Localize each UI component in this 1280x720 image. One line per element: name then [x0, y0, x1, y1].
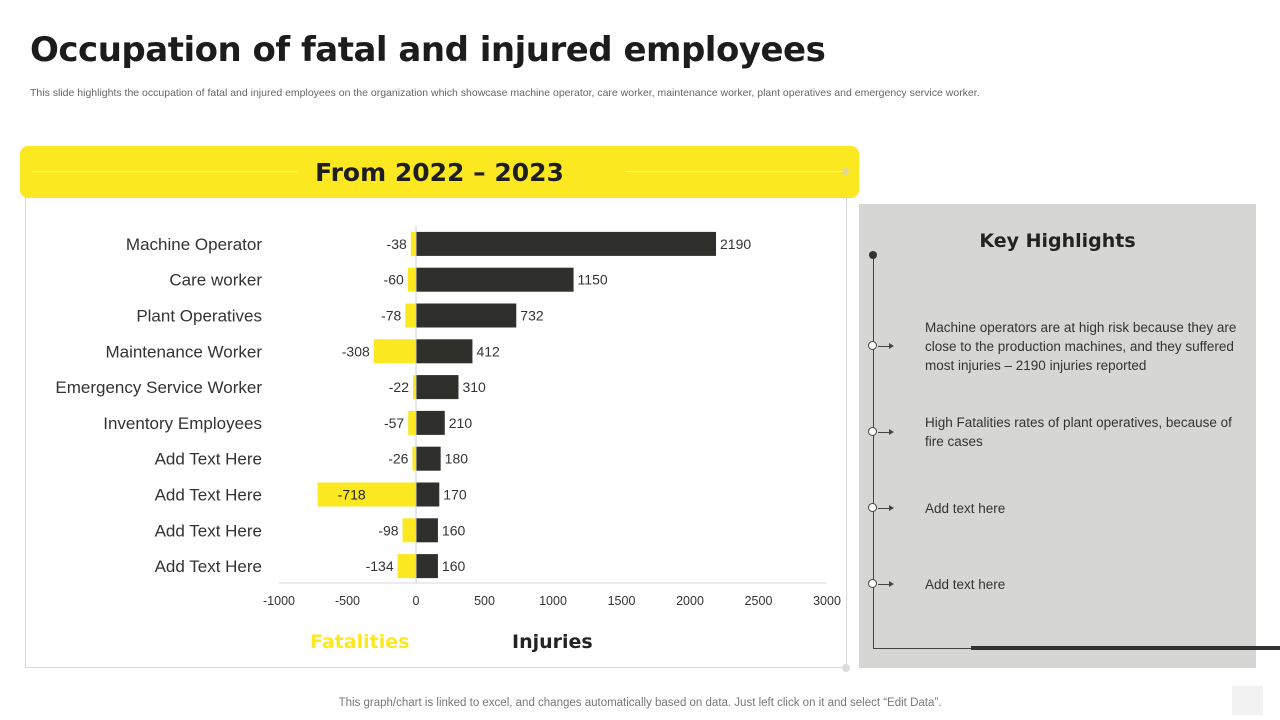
x-tick-label: 1000 — [539, 594, 567, 608]
banner-line-left — [32, 171, 297, 172]
highlight-item-2: High Fatalities rates of plant operative… — [925, 415, 1232, 449]
highlight-item-1: Machine operators are at high risk becau… — [925, 320, 1237, 373]
category-label: Inventory Employees — [103, 414, 262, 433]
injury-bar — [416, 267, 574, 292]
fatality-value-label: -22 — [389, 379, 409, 395]
injury-bar — [416, 231, 717, 256]
footer-note: This graph/chart is linked to excel, and… — [338, 697, 942, 709]
injury-value-label: 412 — [476, 343, 500, 359]
injury-value-label: 160 — [442, 558, 466, 574]
legend-injuries: Injuries — [512, 631, 593, 653]
period-banner: From 2022 – 2023 — [20, 146, 859, 198]
fatality-bar — [412, 446, 416, 471]
category-label: Add Text Here — [155, 557, 262, 576]
fatality-bar — [407, 267, 416, 292]
legend-fatalities: Fatalities — [310, 631, 410, 653]
fatality-bar — [373, 339, 416, 364]
injury-bar — [416, 303, 517, 328]
category-label: Maintenance Worker — [105, 342, 262, 361]
injury-bar — [416, 554, 438, 579]
fatality-bar — [317, 482, 416, 507]
fatality-value-label: -718 — [338, 487, 366, 503]
x-tick-label: 2500 — [745, 594, 773, 608]
fatality-bar — [410, 231, 416, 256]
frame-corner-dot — [842, 664, 850, 672]
x-tick-label: 1500 — [608, 594, 636, 608]
timeline-marker-3 — [868, 503, 877, 512]
fatality-value-label: -308 — [342, 343, 370, 359]
timeline-base — [873, 648, 971, 649]
injury-bar — [416, 518, 438, 543]
fatality-value-label: -98 — [378, 522, 398, 538]
category-label: Machine Operator — [126, 235, 262, 254]
injury-value-label: 2190 — [720, 236, 751, 252]
x-tick-label: 500 — [474, 594, 495, 608]
injury-value-label: 180 — [445, 451, 469, 467]
injury-bar — [416, 339, 473, 364]
injury-value-label: 732 — [520, 308, 544, 324]
category-label: Add Text Here — [155, 486, 262, 505]
injury-bar — [416, 482, 440, 507]
x-tick-label: -1000 — [263, 594, 295, 608]
injury-bar — [416, 410, 445, 435]
highlight-item-4: Add text here — [925, 577, 1006, 592]
timeline-marker-4 — [868, 579, 877, 588]
category-label: Emergency Service Worker — [55, 378, 262, 397]
timeline-marker-2 — [868, 427, 877, 436]
injury-value-label: 1150 — [578, 272, 608, 288]
fatality-bar — [408, 410, 416, 435]
fatality-bar — [412, 375, 416, 400]
fatality-value-label: -57 — [384, 415, 404, 431]
arrow-right-icon — [878, 429, 894, 435]
injury-bar — [416, 375, 459, 400]
category-label: Add Text Here — [155, 521, 262, 540]
injury-value-label: 210 — [449, 415, 473, 431]
bar-chart[interactable]: -1000 -500 0 500 1000 1500 2000 2500 3000 Machine… — [0, 0, 860, 620]
injury-value-label: 310 — [462, 379, 486, 395]
arrow-right-icon — [878, 343, 894, 349]
injury-bar — [416, 446, 441, 471]
x-tick-label: -500 — [335, 594, 360, 608]
timeline-marker-1 — [868, 341, 877, 350]
arrow-right-icon — [878, 581, 894, 587]
fatality-value-label: -60 — [384, 272, 404, 288]
fatality-bar — [402, 518, 416, 543]
fatality-bar — [405, 303, 416, 328]
chart-frame — [25, 192, 847, 668]
timeline-line — [873, 255, 874, 649]
x-tick-label: 0 — [413, 594, 420, 608]
banner-dot — [842, 168, 849, 175]
fatality-bar — [397, 554, 416, 579]
corner-box — [1232, 686, 1263, 715]
category-label: Care worker — [169, 271, 262, 290]
timeline-start-dot — [869, 251, 877, 259]
injury-value-label: 160 — [442, 522, 466, 538]
timeline-bar — [971, 646, 1280, 650]
key-highlights-title: Key Highlights — [979, 230, 1136, 252]
category-label: Add Text Here — [155, 450, 262, 469]
fatality-value-label: -134 — [366, 558, 394, 574]
x-tick-label: 2000 — [676, 594, 704, 608]
fatality-value-label: -78 — [381, 308, 401, 324]
banner-title: From 2022 – 2023 — [315, 158, 564, 187]
injury-value-label: 170 — [443, 487, 467, 503]
key-highlights-panel: Key Highlights — [859, 204, 1256, 668]
fatality-value-label: -26 — [388, 451, 408, 467]
arrow-right-icon — [878, 505, 894, 511]
x-tick-label: 3000 — [813, 594, 841, 608]
banner-line-right — [625, 171, 847, 172]
category-label: Plant Operatives — [136, 307, 262, 326]
fatality-value-label: -38 — [387, 236, 407, 252]
highlight-item-3: Add text here — [925, 501, 1006, 516]
page-subtitle: This slide highlights the occupation of … — [30, 87, 980, 99]
page-title: Occupation of fatal and injured employee… — [30, 30, 826, 70]
